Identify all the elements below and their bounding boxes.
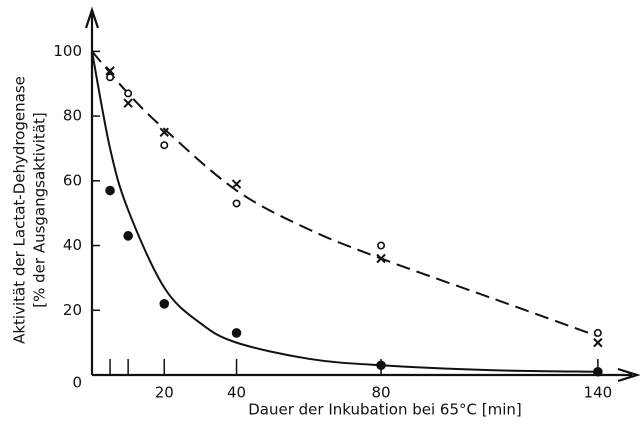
point <box>123 98 133 108</box>
y-tick-label: 0 <box>72 374 82 392</box>
y-axis-label: Aktivität der Lactat-Dehydrogenase <box>11 76 29 344</box>
point <box>105 66 115 76</box>
y-tick-label: 100 <box>53 42 82 60</box>
x-tick-label: 80 <box>372 384 391 402</box>
point <box>376 360 386 371</box>
point <box>159 127 169 137</box>
y-axis-label: [% der Ausgangsaktivität] <box>31 112 49 307</box>
point <box>160 141 169 150</box>
x-tick-label: 40 <box>227 384 246 402</box>
y-tick-label: 20 <box>63 301 82 319</box>
fit-curve <box>91 51 598 373</box>
y-tick-label: 80 <box>63 107 82 125</box>
point <box>231 179 242 189</box>
y-axis <box>84 6 100 375</box>
y-tick-label: 40 <box>63 236 82 254</box>
x-axis <box>92 367 640 383</box>
point <box>105 185 115 196</box>
x-tick-label: 20 <box>155 384 174 402</box>
point <box>231 328 242 338</box>
fit-curve <box>91 50 599 338</box>
point <box>377 241 386 250</box>
point <box>593 366 603 377</box>
point <box>593 328 602 337</box>
x-axis-label: Dauer der Inkubation bei 65°C [min] <box>248 401 521 419</box>
x-tick-label: 140 <box>584 384 613 402</box>
point <box>123 231 133 241</box>
y-tick-label: 60 <box>63 171 82 189</box>
point <box>232 199 241 208</box>
point <box>124 89 133 98</box>
point <box>159 298 170 309</box>
point <box>376 253 386 264</box>
point <box>593 337 603 348</box>
point <box>106 73 115 82</box>
